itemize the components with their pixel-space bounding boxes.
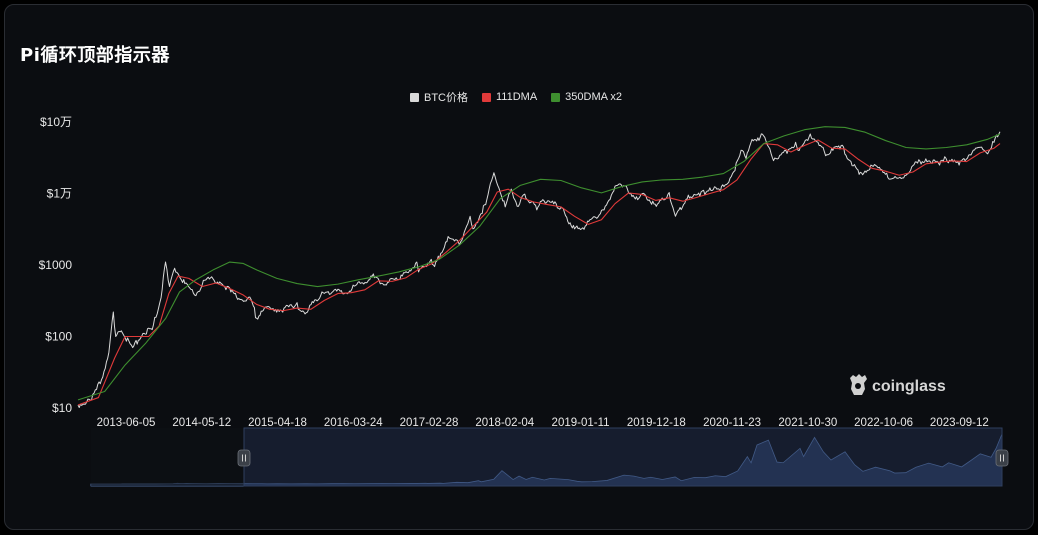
x-tick-label: 2016-03-24	[324, 417, 383, 429]
coinglass-logo-icon	[850, 374, 867, 395]
y-tick-label: $1000	[39, 258, 73, 272]
legend-item-btc-price[interactable]: BTC价格	[410, 89, 468, 105]
y-tick-label: $10	[52, 401, 72, 415]
series-line-111dma[interactable]	[77, 139, 1001, 406]
x-tick-label: 2015-04-18	[248, 417, 307, 429]
y-tick-label: $100	[45, 330, 72, 344]
legend-item-111dma[interactable]: 111DMA	[482, 89, 537, 105]
navigator-selected-range[interactable]	[243, 427, 1003, 487]
x-tick-label: 2020-11-23	[703, 417, 761, 429]
watermark: coinglass	[850, 374, 946, 395]
range-navigator[interactable]	[90, 427, 1009, 487]
y-axis: $10 $100 $1000 $1万 $10万	[39, 115, 73, 415]
legend-item-350dma-x2[interactable]: 350DMA x2	[551, 89, 622, 105]
series-line-btc-price[interactable]	[77, 131, 1001, 409]
legend-swatch-btc-price	[410, 92, 419, 102]
plot-area[interactable]	[77, 126, 1001, 409]
legend-label-111dma: 111DMA	[496, 91, 538, 103]
x-tick-label: 2021-10-30	[778, 417, 837, 429]
x-axis: 2013-06-05 2014-05-12 2015-04-18 2016-03-24…	[97, 417, 989, 429]
y-tick-label: $10万	[40, 115, 72, 129]
legend-swatch-111dma	[482, 92, 491, 102]
watermark-text: coinglass	[872, 378, 946, 395]
navigator-handle-right[interactable]	[995, 449, 1009, 467]
page-title: Pi循环顶部指示器	[20, 45, 170, 66]
x-tick-label: 2017-02-28	[400, 417, 459, 429]
series-line-350dma-x2[interactable]	[77, 126, 1001, 401]
x-tick-label: 2019-01-11	[552, 417, 610, 429]
legend-label-btc-price: BTC价格	[424, 92, 468, 104]
x-tick-label: 2019-12-18	[627, 417, 686, 429]
chart-legend: BTC价格 111DMA 350DMA x2	[410, 89, 622, 105]
legend-label-350dma-x2: 350DMA x2	[565, 91, 623, 103]
x-tick-label: 2013-06-05	[97, 417, 156, 429]
x-tick-label: 2022-10-06	[854, 417, 913, 429]
navigator-mask-left	[91, 428, 244, 486]
navigator-handle-left[interactable]	[237, 449, 251, 467]
legend-swatch-350dma-x2	[551, 92, 561, 102]
y-tick-label: $1万	[47, 187, 72, 201]
x-tick-label: 2014-05-12	[172, 417, 231, 429]
x-tick-label: 2018-02-04	[475, 417, 534, 429]
x-tick-label: 2023-09-12	[930, 417, 989, 429]
